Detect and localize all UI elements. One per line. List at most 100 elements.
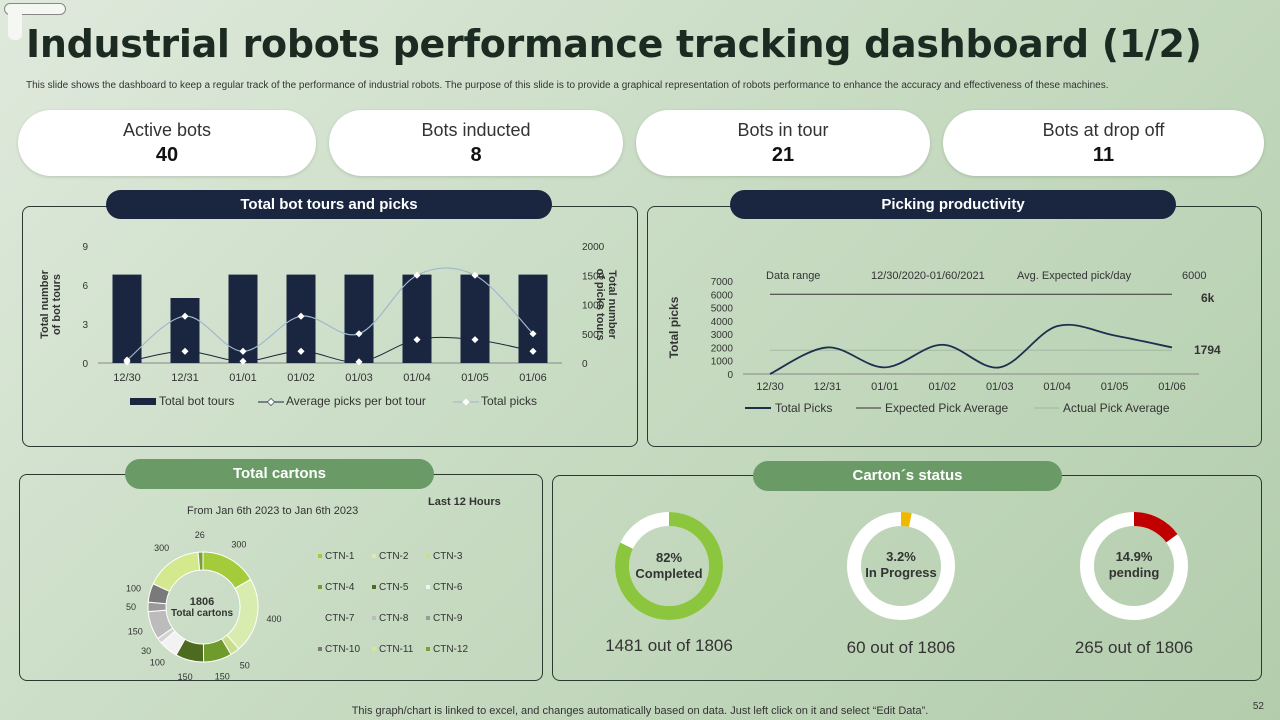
legend-item-ctn-5: CTN-5	[372, 582, 408, 593]
bar-total-bot-tours	[402, 274, 432, 363]
marker-total-picks	[413, 271, 421, 279]
donut-data-label: 150	[178, 672, 193, 680]
x-tick-label: 01/03	[986, 381, 1014, 393]
x-tick-label: 01/02	[929, 381, 957, 393]
marker-total-picks	[529, 330, 537, 338]
marker-average-picks	[239, 357, 247, 365]
donut-data-label: 50	[126, 602, 136, 612]
pending-ring-label: 14.9% pending	[1078, 549, 1190, 581]
legend-swatch	[426, 585, 430, 590]
y-axis-title-line1: Total number	[39, 269, 51, 339]
page-title: Industrial robots performance tracking d…	[26, 22, 1202, 66]
ring-value-arc	[847, 512, 955, 620]
legend-label: Expected Pick Average	[885, 401, 1009, 415]
in-progress-ring	[847, 512, 955, 620]
pending-ring	[1080, 512, 1188, 620]
bar-total-bot-tours	[112, 274, 142, 363]
donut-data-label: 300	[231, 540, 246, 550]
legend-item-ctn-9: CTN-9	[426, 613, 462, 624]
legend-item-ctn-2: CTN-2	[372, 551, 408, 562]
productivity-panel-title: Picking productivity	[730, 190, 1176, 219]
legend-swatch	[426, 647, 430, 652]
kpi-card-bots-at-drop-off: Bots at drop off 11	[943, 110, 1264, 176]
legend-label: CTN-8	[379, 613, 409, 624]
y-tick-label: 3000	[711, 330, 734, 341]
y2-tick-label: 500	[582, 330, 599, 341]
legend-label: CTN-2	[379, 551, 409, 562]
legend-item-ctn-1: CTN-1	[318, 551, 354, 562]
legend-swatch	[426, 616, 430, 621]
marker-average-picks	[181, 347, 189, 355]
legend-label: CTN-11	[379, 644, 414, 655]
corner-decoration-bar	[8, 13, 22, 40]
kpi-label: Bots in tour	[737, 120, 829, 140]
y-tick-label: 2000	[711, 343, 734, 354]
bar-total-bot-tours	[460, 274, 490, 363]
legend-label: CTN-4	[325, 582, 355, 593]
legend-item-ctn-3: CTN-3	[426, 551, 462, 562]
donut-data-label: 26	[195, 530, 205, 540]
line-average-picks	[126, 336, 534, 363]
page-number: 52	[1252, 701, 1264, 712]
donut-data-label: 150	[215, 671, 230, 680]
status-panel-title: Carton´s status	[753, 461, 1062, 491]
in-progress-detail: 60 out of 1806	[846, 638, 956, 657]
y2-axis-title-line1: Total number	[606, 270, 618, 340]
x-tick-label: 01/04	[1043, 381, 1071, 393]
cartons-center-value: 1806	[189, 596, 215, 608]
in-progress-percent: 3.2%	[886, 549, 916, 564]
legend-label: CTN-12	[433, 644, 469, 655]
kpi-card-bots-inducted: Bots inducted 8	[329, 110, 623, 176]
legend-label: Total Picks	[775, 401, 832, 415]
y-tick-label: 5000	[711, 304, 734, 315]
legend-label: CTN-1	[325, 551, 355, 562]
cartons-date-range: From Jan 6th 2023 to Jan 6th 2023	[187, 505, 359, 517]
cartons-last-hours: Last 12 Hours	[428, 496, 501, 508]
tours-chart: 0 3 6 9 0 500 1000 1500 2000 12/30 12/31 01/01 01/02…	[39, 242, 618, 408]
cartons-panel-title: Total cartons	[125, 459, 434, 489]
legend-label: CTN-10	[325, 644, 361, 655]
marker-total-picks	[181, 312, 189, 320]
pending-percent: 14.9%	[1115, 549, 1153, 564]
legend-swatch	[372, 554, 376, 559]
y2-tick-label: 1500	[582, 271, 605, 282]
kpi-value: 40	[155, 144, 179, 166]
marker-average-picks	[355, 358, 363, 366]
legend-item-ctn-12: CTN-12	[426, 644, 468, 655]
legend-item-ctn-11: CTN-11	[372, 644, 413, 655]
y2-tick-label: 2000	[582, 242, 605, 253]
y-tick-label: 7000	[711, 277, 734, 288]
pending-detail: 265 out of 1806	[1074, 638, 1194, 657]
page-subtitle: This slide shows the dashboard to keep a…	[26, 80, 1109, 91]
donut-slice-ctn-11	[152, 551, 201, 593]
legend-marker-total-picks	[462, 398, 470, 406]
x-tick-label: 01/02	[287, 372, 315, 384]
y2-tick-label: 0	[582, 359, 588, 370]
y-axis-title: Total number of bot tours	[39, 269, 63, 339]
kpi-label: Active bots	[122, 120, 212, 140]
kpi-value: 21	[771, 144, 795, 166]
legend-label: Total bot tours	[159, 394, 234, 408]
marker-average-picks	[471, 336, 479, 344]
y2-tick-label: 1000	[582, 301, 605, 312]
donut-slice-ctn-12	[197, 551, 204, 571]
legend-label: Total picks	[481, 394, 537, 408]
annotation-expected: 6k	[1201, 291, 1215, 305]
bar-total-bot-tours	[344, 274, 374, 363]
tours-panel-title: Total bot tours and picks	[106, 190, 552, 219]
legend-label: Actual Pick Average	[1063, 401, 1170, 415]
cartons-center-label: Total cartons	[170, 608, 234, 619]
donut-data-label: 30	[141, 646, 151, 656]
y-tick-label: 0	[727, 370, 733, 381]
cartons-donut-chart: 300 400 50 150 150 100 30 150 50 100 300 26	[126, 530, 282, 680]
y-tick-label: 4000	[711, 317, 734, 328]
legend-swatch	[318, 585, 322, 590]
legend-label: CTN-6	[433, 582, 463, 593]
header-label: 12/30/2020-01/60/2021	[871, 270, 985, 282]
cartons-center: 1806 Total cartons	[166, 596, 238, 620]
marker-total-picks	[239, 347, 247, 355]
completed-ring	[615, 512, 723, 620]
header-label: 6000	[1182, 270, 1206, 282]
legend-swatch	[372, 616, 376, 621]
